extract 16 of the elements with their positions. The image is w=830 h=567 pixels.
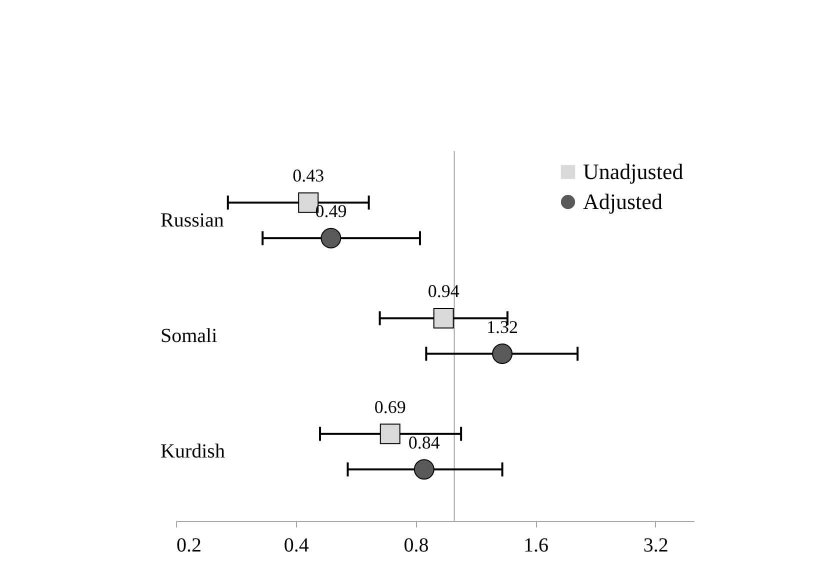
legend-label: Adjusted [583,189,662,214]
x-tick-label: 0.8 [404,534,429,556]
data-label: 1.32 [486,316,518,337]
y-tick-label: Kurdish [160,440,225,463]
data-label: 0.43 [292,166,324,186]
legend-label: Unadjusted [583,159,684,184]
data-label: 0.69 [374,396,406,417]
x-tick-label: 1.6 [524,534,549,556]
x-tick-label: 3.2 [643,534,668,556]
y-tick-label: Somali [160,325,218,347]
data-label: 0.49 [315,201,347,222]
y-tick-label: Russian [160,209,224,232]
x-tick-label: 0.4 [284,534,309,556]
x-tick-label: 0.2 [176,534,202,556]
data-label: 0.94 [428,281,460,302]
data-label: 0.84 [408,432,440,452]
